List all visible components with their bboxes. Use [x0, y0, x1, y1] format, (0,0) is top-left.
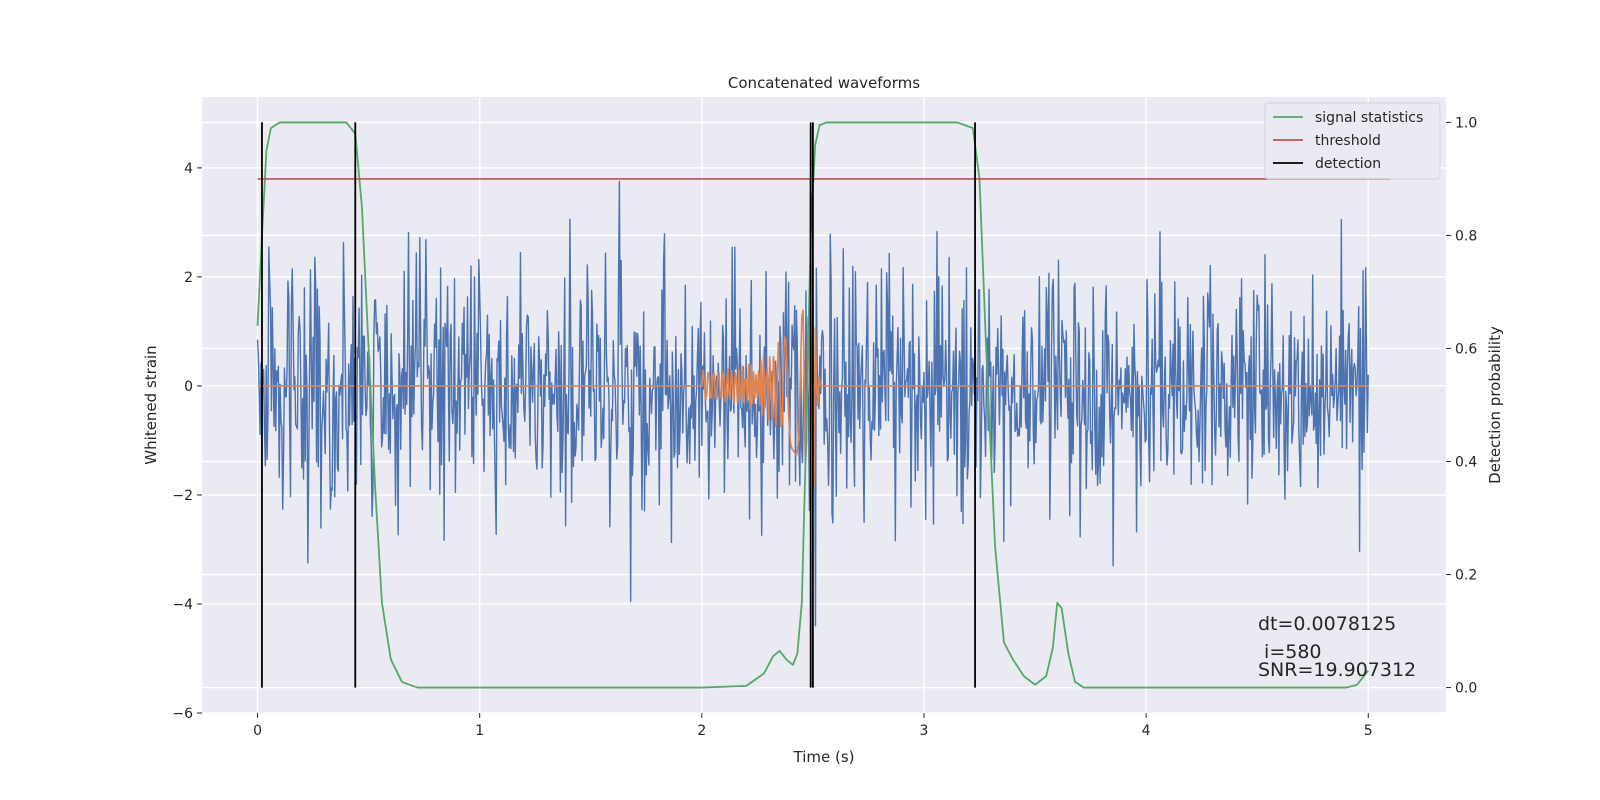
- x-tick-label: 5: [1364, 723, 1373, 739]
- chart-title: Concatenated waveforms: [728, 74, 920, 92]
- y-tick-label: 2: [184, 270, 193, 286]
- legend-box: [1264, 102, 1441, 180]
- y-tick-label: −4: [172, 597, 193, 613]
- annotation-index: i=580: [1258, 641, 1322, 663]
- signal-statistics-series: [256, 121, 1369, 689]
- legend-label: threshold: [1315, 133, 1381, 149]
- y-right-tick-label: 0.6: [1455, 341, 1477, 357]
- annotation-dt: dt=0.0078125: [1258, 613, 1396, 635]
- y-right-tick-label: 1.0: [1455, 115, 1477, 131]
- x-tick-label: 4: [1142, 723, 1151, 739]
- x-tick-label: 0: [253, 723, 262, 739]
- y-tick-label: 0: [184, 379, 193, 395]
- annotation-block: dt=0.0078125 i=580 SNR=19.907312: [1258, 613, 1416, 681]
- legend-label: detection: [1315, 156, 1381, 172]
- y-tick-label: −2: [172, 488, 193, 504]
- y-right-tick-label: 0.2: [1455, 568, 1477, 584]
- right-y-axis: 0.0 0.2 0.4 0.6 0.8 1.0: [1446, 115, 1477, 697]
- left-y-axis: −6 −4 −2 0 2 4: [172, 161, 202, 722]
- y-right-tick-label: 0.0: [1455, 681, 1477, 697]
- y-right-tick-label: 0.8: [1455, 228, 1477, 244]
- x-axis: 0 1 2 3 4 5: [253, 713, 1373, 739]
- annotation-snr: SNR=19.907312: [1258, 659, 1416, 681]
- x-tick-label: 2: [697, 723, 706, 739]
- legend-label: signal statistics: [1315, 110, 1423, 126]
- y-right-tick-label: 0.4: [1455, 455, 1477, 471]
- x-tick-label: 1: [475, 723, 484, 739]
- series-layer: [256, 121, 1391, 689]
- grid-lines: [202, 97, 1446, 714]
- x-tick-label: 3: [920, 723, 929, 739]
- y-axis-label: Whitened strain: [142, 345, 160, 464]
- y-tick-label: −6: [172, 706, 193, 722]
- x-axis-label: Time (s): [793, 748, 855, 766]
- y-tick-label: 4: [184, 161, 193, 177]
- y-right-axis-label: Detection probability: [1486, 326, 1504, 484]
- legend: signal statistics threshold detection: [1264, 102, 1441, 180]
